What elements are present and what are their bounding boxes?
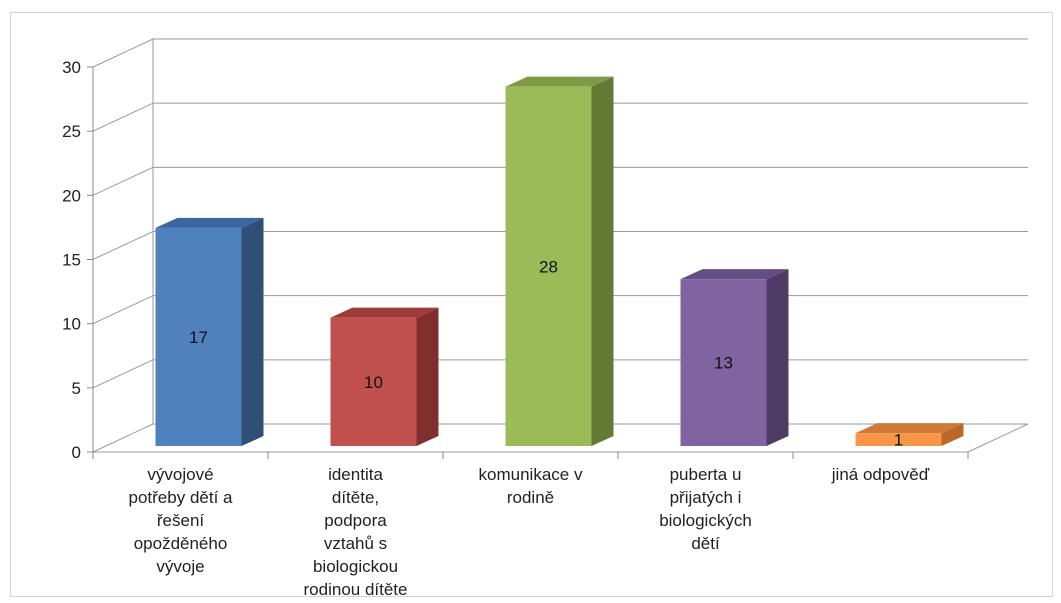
- bar-top: [680, 269, 789, 280]
- x-category-label: identita dítěte, podpora vztahů s biologicko…: [304, 465, 408, 599]
- bar-3: [680, 269, 789, 446]
- data-label: 28: [539, 257, 558, 276]
- bar-side: [591, 76, 614, 447]
- bar-side: [416, 307, 439, 446]
- bar-top: [855, 423, 964, 434]
- labels: 0 5 10 15 20 25 30 17 vývojové potřeby dětí a řeše…: [62, 58, 930, 599]
- y-tick-label: 30: [62, 58, 81, 77]
- y-tick-label: 10: [62, 315, 81, 334]
- x-category-label: puberta u přijatých i biologických dětí: [659, 465, 752, 553]
- gridline-diag-30: [92, 38, 154, 68]
- bar-front: [330, 317, 417, 446]
- y-tick-label: 15: [62, 251, 81, 270]
- bar-front: [155, 227, 242, 446]
- y-tick-label: 20: [62, 186, 81, 205]
- y-tick-label: 5: [72, 379, 81, 398]
- bar-front: [855, 433, 942, 446]
- data-label: 1: [894, 431, 903, 450]
- bar-side: [941, 423, 964, 446]
- y-tick-label: 25: [62, 122, 81, 141]
- gridline-diag-10: [92, 295, 154, 325]
- bar-4: [855, 423, 964, 446]
- gridline-diag-0: [92, 423, 154, 453]
- data-label: 10: [364, 373, 383, 392]
- x-category-label: jiná odpověď: [831, 465, 930, 484]
- y-tick-label: 0: [72, 443, 81, 462]
- bar-1: [330, 307, 439, 446]
- data-label: 13: [714, 354, 733, 373]
- gridline-diag-20: [92, 166, 154, 196]
- bar-front: [505, 86, 592, 447]
- x-category-label: komunikace v rodině: [479, 465, 583, 507]
- bar-top: [155, 217, 264, 228]
- bar-0: [155, 217, 264, 446]
- bar-top: [330, 307, 439, 318]
- bar-2: [505, 76, 614, 447]
- gridline-diag-25: [92, 102, 154, 132]
- x-category-label: vývojové potřeby dětí a řešení opožděného vý…: [129, 465, 234, 576]
- bar-front: [680, 279, 767, 446]
- bars: [155, 76, 964, 447]
- gridline-diag-5: [92, 359, 154, 389]
- data-label: 17: [189, 328, 208, 347]
- bar-side: [241, 217, 264, 446]
- bar-top: [505, 76, 614, 87]
- floor-right-edge: [967, 423, 1029, 453]
- gridline-diag-15: [92, 231, 154, 260]
- bar-side: [766, 269, 789, 446]
- axes: [87, 66, 969, 459]
